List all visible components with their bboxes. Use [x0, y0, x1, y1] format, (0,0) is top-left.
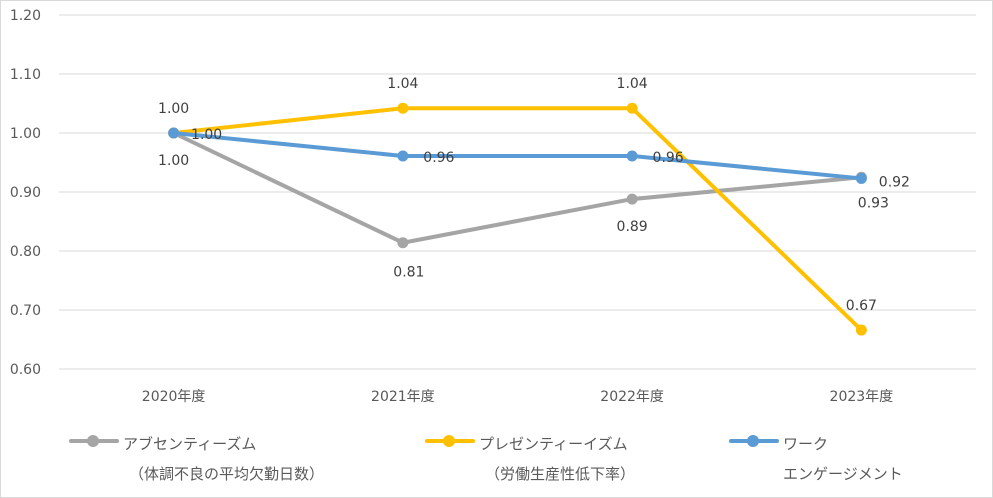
y-tick-label: 1.00 — [10, 126, 41, 142]
data-point — [855, 324, 867, 336]
y-tick-label: 1.20 — [10, 8, 41, 24]
gridlines — [59, 14, 976, 370]
series-line — [171, 131, 864, 181]
data-point — [397, 237, 409, 249]
legend-label-absenteeism: アブセンティーズム — [123, 435, 257, 453]
series-line — [171, 131, 864, 245]
series-lines — [168, 102, 867, 336]
series-line — [171, 106, 864, 333]
data-label: 1.00 — [158, 153, 189, 169]
x-tick-label: 2023年度 — [830, 389, 894, 405]
legend-label-presenteeism: プレゼンティーイズム — [479, 435, 628, 453]
data-point — [397, 150, 409, 162]
data-label: 1.04 — [617, 76, 648, 92]
legend-label-work-engagement: ワーク — [783, 435, 829, 453]
legend-sublabel-absenteeism: （体調不良の平均欠勤日数） — [129, 465, 325, 483]
data-label: 0.67 — [846, 298, 877, 314]
legend-presenteeism: プレゼンティーイズム （労働生産性低下率） — [425, 429, 635, 489]
data-point — [168, 127, 180, 139]
y-tick-label: 0.80 — [10, 244, 41, 260]
data-point — [397, 102, 409, 114]
legend-sublabel-presenteeism: （労働生産性低下率） — [485, 465, 636, 483]
data-label: 1.00 — [191, 127, 222, 143]
data-point — [626, 193, 638, 205]
x-tick-label: 2022年度 — [600, 389, 664, 405]
data-label: 0.93 — [858, 195, 889, 211]
legend-swatch-presenteeism — [425, 429, 475, 449]
data-label: 0.96 — [423, 150, 454, 166]
legend-sublabel-work-engagement: エンゲージメント — [783, 465, 903, 483]
y-tick-label: 1.10 — [10, 67, 41, 83]
data-label: 1.04 — [387, 76, 418, 92]
data-point — [626, 102, 638, 114]
data-label: 1.00 — [158, 101, 189, 117]
data-label: 0.89 — [617, 219, 648, 235]
x-tick-label: 2020年度 — [142, 389, 206, 405]
legend-work-engagement: ワーク エンゲージメント — [729, 429, 903, 489]
data-point — [626, 150, 638, 162]
x-tick-label: 2021年度 — [371, 389, 435, 405]
data-label: 0.81 — [393, 265, 424, 281]
y-tick-label: 0.90 — [10, 185, 41, 201]
y-tick-label: 0.70 — [10, 303, 41, 319]
axis-labels: 0.60 0.70 0.80 0.90 1.00 1.10 1.20 2020年度 2021年度… — [10, 8, 893, 405]
data-label: 0.92 — [879, 174, 910, 190]
legend-swatch-work-engagement — [729, 429, 779, 449]
data-label: 0.96 — [653, 150, 684, 166]
y-tick-label: 0.60 — [10, 362, 41, 378]
data-point — [855, 172, 867, 184]
legend-absenteeism: アブセンティーズム （体調不良の平均欠勤日数） — [69, 429, 324, 489]
legend-swatch-absenteeism — [69, 429, 119, 449]
data-labels: 1.00 0.81 0.89 0.93 1.00 1.04 1.04 0.67 1.00 0.96… — [158, 76, 910, 314]
